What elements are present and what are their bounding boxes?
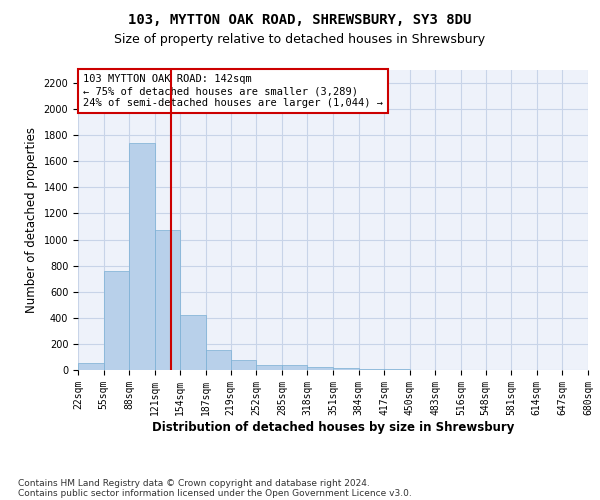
Text: Contains HM Land Registry data © Crown copyright and database right 2024.: Contains HM Land Registry data © Crown c… [18, 478, 370, 488]
Bar [359, 368, 384, 370]
Y-axis label: Number of detached properties: Number of detached properties [25, 127, 38, 313]
Bar [206, 350, 230, 370]
Bar [230, 360, 256, 370]
Bar [181, 315, 206, 370]
Text: Contains public sector information licensed under the Open Government Licence v3: Contains public sector information licen… [18, 488, 412, 498]
Bar [333, 368, 359, 370]
Text: 103 MYTTON OAK ROAD: 142sqm
← 75% of detached houses are smaller (3,289)
24% of : 103 MYTTON OAK ROAD: 142sqm ← 75% of det… [83, 74, 383, 108]
Text: Size of property relative to detached houses in Shrewsbury: Size of property relative to detached ho… [115, 32, 485, 46]
Bar [256, 365, 282, 370]
Bar [104, 271, 129, 370]
Bar [78, 363, 104, 370]
Text: 103, MYTTON OAK ROAD, SHREWSBURY, SY3 8DU: 103, MYTTON OAK ROAD, SHREWSBURY, SY3 8D… [128, 12, 472, 26]
X-axis label: Distribution of detached houses by size in Shrewsbury: Distribution of detached houses by size … [152, 420, 514, 434]
Bar [155, 230, 181, 370]
Bar [307, 366, 333, 370]
Bar [282, 366, 307, 370]
Bar [129, 143, 155, 370]
